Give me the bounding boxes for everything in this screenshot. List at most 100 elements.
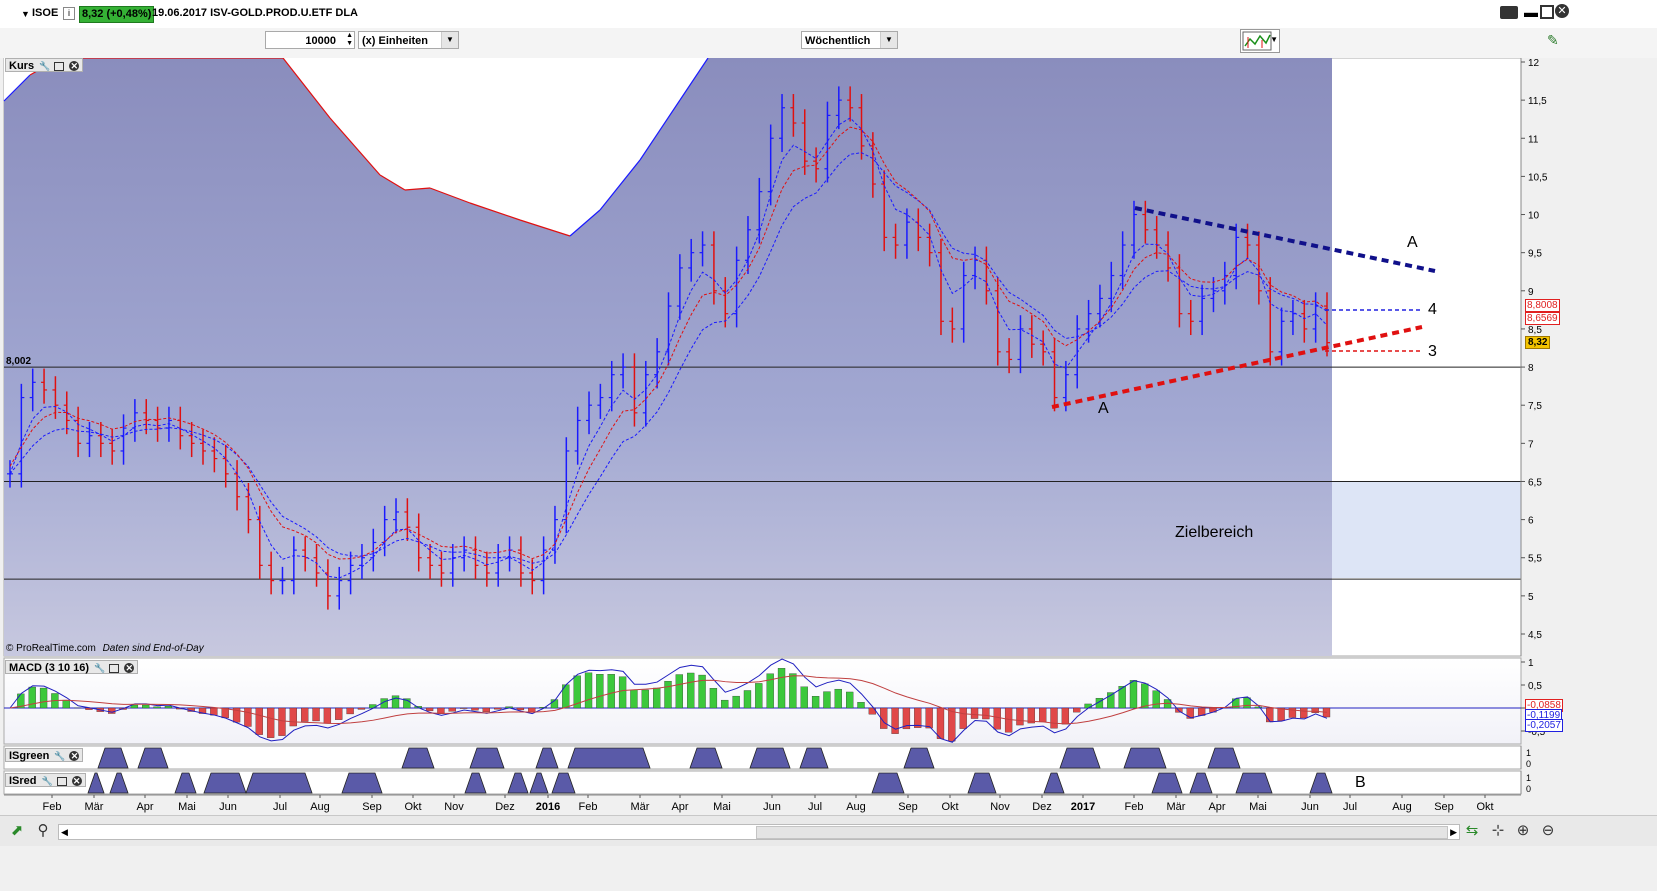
wrench-icon[interactable]: 🔧 [39, 61, 51, 72]
macd-bar [618, 676, 627, 709]
macd-bar [1050, 707, 1058, 729]
time-tick-label: Aug [846, 801, 866, 813]
minimize-icon[interactable]: ▬ [1524, 4, 1538, 20]
units-select[interactable]: (x) Einheiten ▼ [358, 31, 459, 49]
info-icon[interactable]: i [63, 7, 75, 20]
scroll-right-icon[interactable]: ▶ [1450, 827, 1457, 837]
copyright: © ProRealTime.com Daten sind End-of-Day [6, 643, 204, 654]
chart-toggle-icon[interactable]: ⬈ [10, 822, 24, 839]
mirror-line [519, 219, 571, 237]
close-icon[interactable]: ✕ [71, 776, 82, 787]
macd-bar [1107, 692, 1115, 709]
mirror-overlay [3, 58, 709, 237]
scroll-thumb[interactable] [756, 826, 1448, 839]
symbol-dropdown-icon[interactable]: ▼ [21, 9, 30, 19]
moving-average [9, 152, 1328, 564]
isred-pulse [1309, 772, 1333, 794]
window-icon[interactable] [56, 776, 67, 786]
macd-tick-label: 1 [1528, 658, 1534, 669]
macd-bar [584, 672, 593, 709]
chevron-down-icon[interactable]: ▼ [441, 32, 458, 48]
moving-averages [9, 117, 1328, 579]
time-tick-label: Sep [362, 801, 382, 813]
restore-icon[interactable] [1540, 5, 1554, 19]
macd-bar [1266, 707, 1274, 723]
chevron-down-icon[interactable]: ▼ [880, 32, 897, 48]
price-panel-header: Kurs 🔧 ✕ [5, 58, 84, 72]
macd-bar [687, 672, 695, 709]
macd-histogram: 10,50-0,5 [4, 658, 1546, 743]
macd-bar [1118, 686, 1126, 709]
time-tick-label: 2016 [536, 801, 560, 813]
mirror-line [639, 99, 681, 161]
macd-bar [641, 689, 649, 709]
moving-average [9, 126, 1328, 560]
isgreen-signal: 10 [97, 746, 1531, 769]
stepper-arrows-icon[interactable]: ▲ ▼ [346, 32, 353, 47]
macd-bar [550, 699, 559, 709]
horizontal-scrollbar[interactable]: ◀ ▶ [58, 824, 1460, 840]
time-tick-label: Jul [1343, 801, 1357, 813]
macd-bar [289, 707, 297, 727]
chart-type-button[interactable]: ▼ [1240, 29, 1280, 53]
chevron-down-icon[interactable]: ▼ [1270, 35, 1278, 44]
isred-tick-label: 1 [1526, 773, 1531, 783]
isred-pulse [174, 772, 197, 794]
macd-bar [244, 707, 252, 727]
period-select[interactable]: Wöchentlich ▼ [801, 31, 898, 49]
time-tick-label: Mai [178, 801, 196, 813]
time-tick-label: Feb [1125, 801, 1144, 813]
macd-bar [1300, 707, 1308, 719]
quantity-value: 10000 [305, 35, 336, 47]
macd-bar [403, 698, 411, 709]
zoom-out-icon[interactable]: ⊖ [1541, 822, 1555, 839]
annotation-a-upper: A [1407, 234, 1418, 251]
macd-tick-label: -0,5 [1528, 727, 1546, 738]
macd-bar [164, 706, 173, 709]
window-icon[interactable] [109, 663, 120, 673]
symbol-label[interactable]: ISOE [32, 7, 59, 19]
zoom-in-icon[interactable]: ⊕ [1516, 822, 1530, 839]
price-tick-label: 7,5 [1528, 401, 1542, 412]
macd-badge-3: -0,2057 [1525, 719, 1563, 732]
close-icon[interactable]: ✕ [69, 751, 80, 762]
price-tick-label: 4,5 [1528, 630, 1542, 641]
close-icon[interactable]: ✕ [124, 663, 135, 674]
scroll-left-icon[interactable]: ◀ [61, 827, 68, 837]
isgreen-pulse [1059, 747, 1101, 769]
wrench-icon[interactable]: 🔧 [41, 776, 53, 787]
scale-icon[interactable]: ⇆ [1465, 822, 1479, 839]
wrench-icon[interactable]: 🔧 [54, 751, 66, 762]
macd-bar [630, 689, 638, 709]
macd-bar [266, 707, 275, 738]
macd-panel-title: MACD (3 10 16) [9, 662, 90, 674]
price-tick-label: 6 [1528, 516, 1534, 527]
zoom-fit-icon[interactable]: ⚲ [37, 822, 49, 839]
eod-note: Daten sind End-of-Day [102, 643, 204, 654]
isred-panel-title: ISred [9, 775, 37, 787]
crosshair-icon[interactable]: ⊹ [1491, 822, 1505, 839]
isgreen-tick-label: 0 [1526, 759, 1531, 769]
tools-icon[interactable]: ✎ [1547, 32, 1559, 48]
annotation-b: B [1355, 774, 1366, 791]
wrench-icon[interactable]: 🔧 [94, 663, 106, 674]
close-window-icon[interactable]: ✕ [1555, 4, 1569, 18]
isred-panel-header: ISred 🔧 ✕ [5, 773, 86, 787]
price-tick-label: 11 [1528, 134, 1539, 145]
target-zone [1332, 482, 1521, 578]
close-icon[interactable]: ✕ [69, 61, 80, 72]
isred-pulse [109, 772, 129, 794]
isred-pulse [203, 772, 247, 794]
price-tick-label: 9 [1528, 287, 1534, 298]
time-tick-label: Apr [671, 801, 688, 813]
window-icon[interactable] [54, 61, 65, 71]
quantity-stepper[interactable]: 10000 ▲ ▼ [265, 31, 355, 49]
macd-bar [39, 687, 48, 709]
time-tick-label: Dez [1032, 801, 1052, 813]
macd-bar [1254, 706, 1263, 709]
keyboard-icon[interactable] [1500, 6, 1518, 19]
time-tick-label: Sep [1434, 801, 1454, 813]
macd-panel-bg [3, 657, 1522, 745]
annotation-a-lower: A [1098, 400, 1109, 417]
